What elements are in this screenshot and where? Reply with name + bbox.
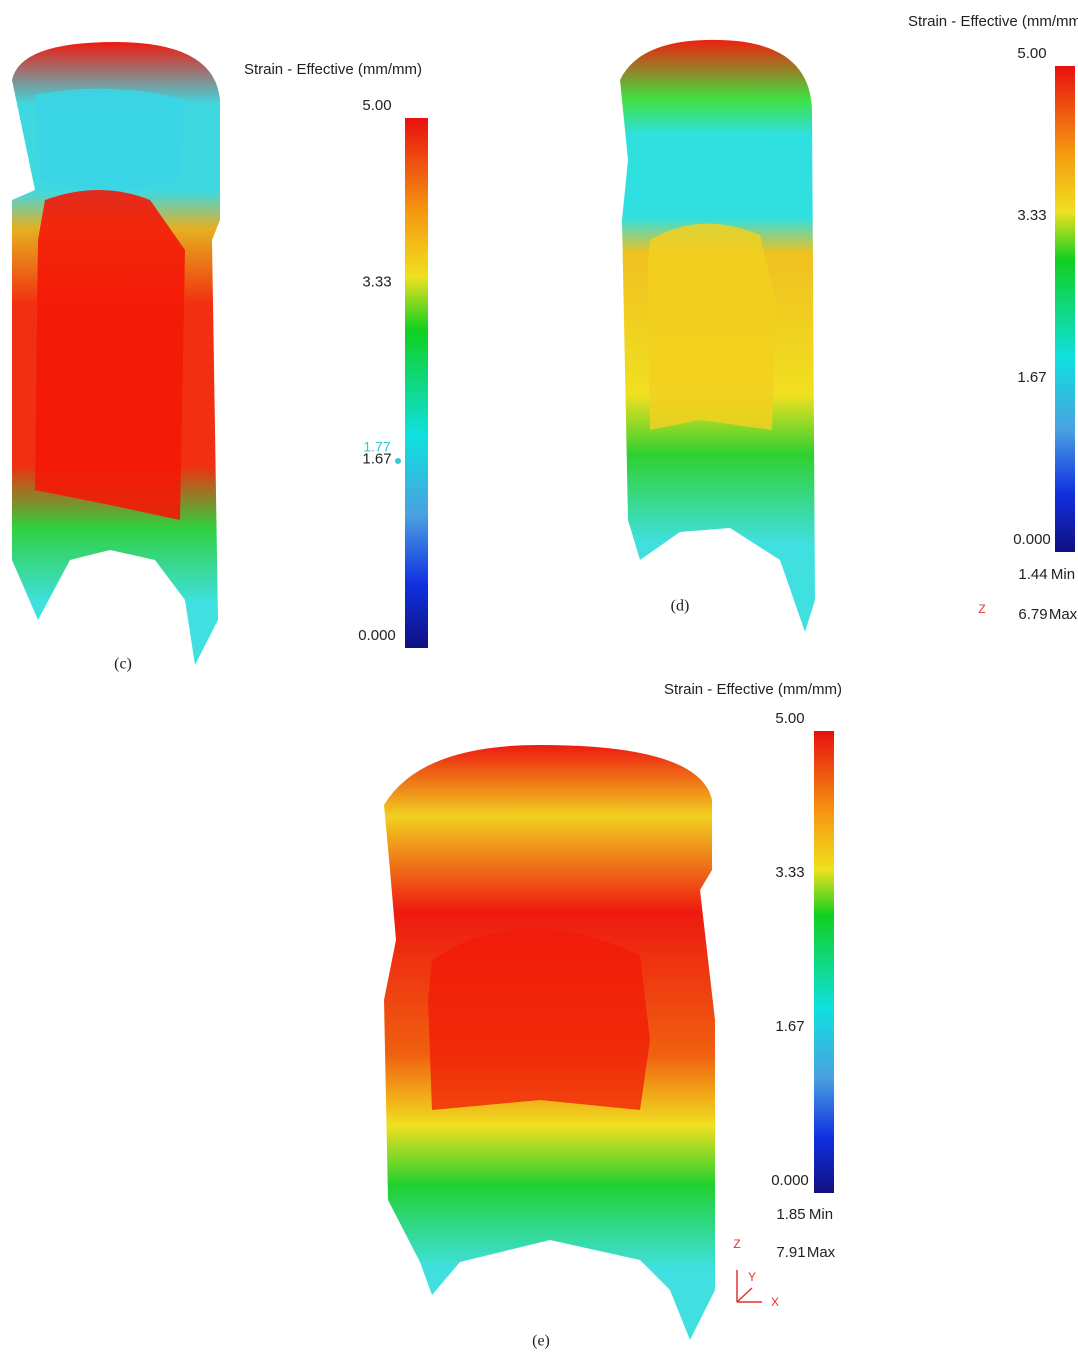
axis-label: Z (733, 1237, 740, 1251)
model-d (620, 40, 815, 632)
max-label: Max (1049, 606, 1078, 623)
panel-label: (d) (671, 598, 690, 615)
min-value: 1.85 (776, 1206, 805, 1223)
colorbar-tick-label: 1.67 (1017, 369, 1046, 386)
legend-title: Strain - Effective (mm/mm) (908, 13, 1078, 30)
legend-title: Strain - Effective (mm/mm) (244, 61, 422, 78)
colorbar-tick-label: 1.67 (362, 450, 391, 467)
colorbar-tick-label: 3.33 (775, 864, 804, 881)
color-bar (405, 118, 428, 648)
panel-label: (c) (114, 656, 132, 673)
panel-label: (e) (532, 1333, 550, 1350)
min-value: 1.44 (1018, 566, 1047, 583)
model-c (12, 42, 220, 665)
legend-title: Strain - Effective (mm/mm) (664, 681, 842, 698)
max-value: 7.91 (776, 1244, 805, 1261)
colorbar-tick-label: 0.000 (358, 627, 396, 644)
color-bar (1055, 66, 1075, 552)
axis-label: Z (978, 602, 985, 616)
max-label: Max (807, 1244, 836, 1261)
min-label: Min (1051, 566, 1075, 583)
colorbar-tick-label: 0.000 (771, 1172, 809, 1189)
colorbar-tick-label: 5.00 (775, 710, 804, 727)
probe-dot (395, 458, 401, 464)
max-value: 6.79 (1018, 606, 1047, 623)
model-e (384, 745, 715, 1340)
colorbar-tick-label: 0.000 (1013, 531, 1051, 548)
colorbar-tick-label: 5.00 (1017, 45, 1046, 62)
axis-label: Y (748, 1270, 756, 1284)
colorbar-tick-label: 3.33 (362, 274, 391, 291)
figure: (c) (d) (e) Strain - Effective (mm/mm) S… (0, 0, 1078, 1353)
colorbar-tick-label: 5.00 (362, 97, 391, 114)
colorbar-tick-label: 1.67 (775, 1018, 804, 1035)
axis-label: X (771, 1295, 779, 1309)
colorbar-tick-label: 3.33 (1017, 207, 1046, 224)
min-label: Min (809, 1206, 833, 1223)
color-bar (814, 731, 834, 1193)
